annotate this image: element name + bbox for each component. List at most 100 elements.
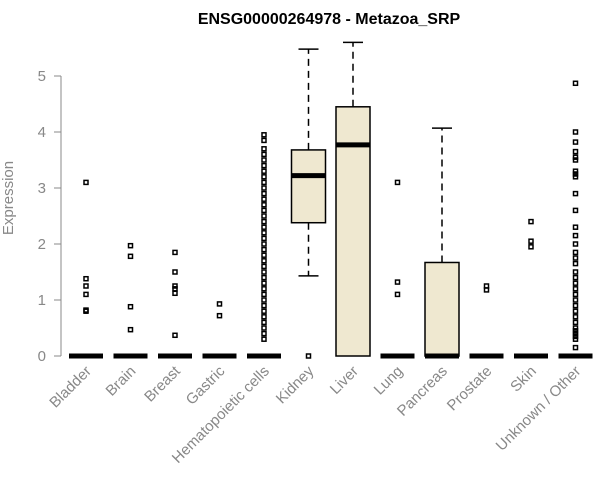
outlier-point [172,332,178,339]
outlier-point [572,157,579,163]
outlier-point [572,154,579,160]
outlier-point [261,174,267,180]
outlier-point [261,291,267,298]
outlier-point [261,302,267,309]
y-tick-label: 1 [38,292,46,309]
outlier-point [127,253,134,260]
outlier-point [261,263,267,270]
box-group-8 [424,127,460,359]
outlier-point [261,151,267,158]
outlier-point [216,301,223,307]
outlier-point [572,269,579,275]
outlier-point [261,224,267,230]
outlier-point [172,290,178,297]
outlier-point [572,291,579,298]
box-iqr [424,261,460,357]
outlier-point [572,260,579,267]
outlier-point [572,330,579,337]
outlier-point [261,196,267,202]
outlier-point [261,162,267,169]
y-tick-label: 0 [38,348,46,365]
outlier-point [216,312,223,319]
outlier-point [261,325,267,331]
outlier-point [394,279,401,285]
outlier-point [572,168,579,174]
outlier-point [261,207,267,214]
outlier-point [261,286,267,292]
box-group-9 [469,283,504,359]
outlier-point [572,344,579,351]
outlier-point [261,132,267,138]
outlier-point [572,286,579,292]
outlier-point [261,336,267,342]
x-tick-label: Prostate [444,363,496,415]
outlier-point [305,353,312,359]
outlier-point [127,303,134,310]
outlier-point [83,308,89,314]
outlier-point [261,241,267,247]
outlier-point [572,328,579,334]
outlier-point [127,242,134,249]
outlier-point [261,185,267,191]
box-iqr [335,106,371,357]
outlier-point [261,269,267,275]
outlier-point [394,291,401,298]
outlier-point [261,319,267,326]
outlier-point [261,146,267,152]
outlier-point [572,207,579,214]
boxes [69,41,593,359]
box-group-10 [514,218,548,359]
outlier-point [172,249,178,256]
outlier-point [572,308,579,314]
outlier-point [572,297,579,303]
x-tick-label: Brain [103,363,140,400]
y-axis-label: Expression [0,161,17,235]
outlier-point [261,230,267,236]
y-tick-label: 3 [38,180,46,197]
chart-title: ENSG00000264978 - Metazoa_SRP [198,11,461,28]
outlier-point [572,190,579,197]
outlier-point [572,333,579,340]
box-group-5 [290,48,327,359]
outlier-point [261,258,267,264]
outlier-point [572,325,579,331]
outlier-point [261,218,267,225]
outlier-point [261,202,267,208]
outlier-point [483,287,490,293]
outlier-point [261,235,267,242]
outlier-point [261,190,267,197]
box-group-6 [335,41,371,357]
box-group-11 [558,80,593,359]
outlier-point [572,319,579,326]
box-group-0 [69,179,103,359]
outlier-point [261,297,267,303]
outlier-point [261,314,267,320]
y-tick-label: 5 [38,68,46,85]
box-group-7 [380,179,415,359]
outlier-point [261,280,267,286]
outlier-point [572,139,579,145]
outlier-point [572,241,579,247]
outlier-point [261,330,267,337]
outlier-point [572,171,579,177]
x-tick-label: Skin [507,363,540,396]
outlier-point [261,179,267,186]
outlier-point [261,308,267,314]
x-tick-label: Unknown / Other [493,363,585,455]
outlier-point [572,249,579,256]
box-group-4 [247,132,281,359]
x-tick-label: Liver [327,363,362,398]
outlier-point [394,179,401,186]
outlier-point [572,274,579,281]
outlier-point [572,314,579,320]
outlier-point [261,246,267,253]
y-tick-label: 2 [38,236,46,253]
outlier-point [572,80,579,87]
outlier-point [83,283,89,289]
outlier-point [572,336,579,342]
outlier-point [572,129,579,135]
box-group-1 [113,242,148,359]
x-tick-label: Lung [371,363,407,399]
outlier-point [261,213,267,219]
